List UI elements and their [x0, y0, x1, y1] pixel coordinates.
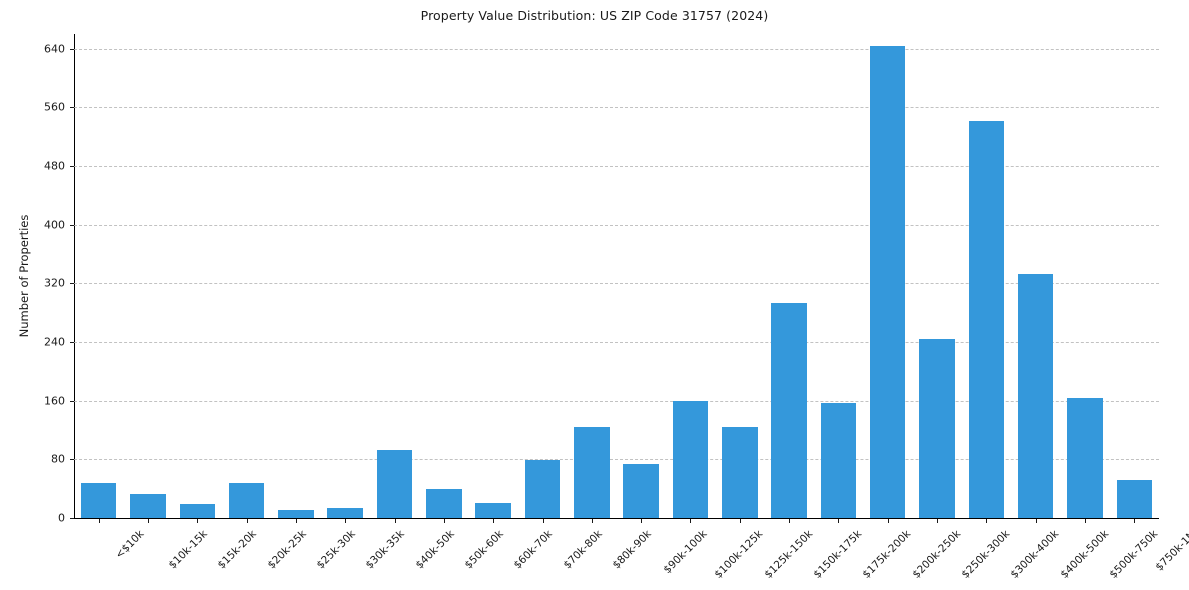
x-tick-mark [690, 519, 692, 523]
bar[interactable] [278, 509, 314, 518]
plot-area: 0 80 160 240 320 400 480 560 640 [44, 34, 1159, 525]
y-tick-label: 560 [44, 100, 65, 114]
bar[interactable] [771, 303, 807, 518]
x-tick-mark [739, 519, 741, 523]
bar[interactable] [80, 482, 117, 518]
x-axis-line [74, 518, 1159, 519]
x-tick-label: <$10k [112, 528, 147, 562]
bar[interactable] [919, 339, 955, 518]
y-axis-label-holder: Number of Properties [17, 0, 31, 590]
x-tick-mark [246, 519, 248, 523]
x-tick-label: $250k-300k [959, 528, 1013, 581]
bar[interactable] [869, 46, 906, 518]
y-tick-label: 480 [44, 159, 65, 173]
x-tick-label: $50k-60k [462, 528, 506, 572]
grid-line [74, 459, 1159, 461]
x-tick-mark [1035, 519, 1037, 523]
grid-line [74, 283, 1159, 285]
bar[interactable] [623, 464, 659, 518]
bar[interactable] [968, 121, 1005, 518]
x-tick-label: $30k-35k [363, 528, 408, 572]
bar[interactable] [327, 507, 363, 518]
x-tick-mark [591, 519, 593, 523]
bar[interactable] [574, 427, 610, 518]
x-tick-mark [1085, 519, 1087, 523]
bar[interactable] [722, 427, 758, 518]
grid-line [74, 400, 1159, 402]
bar[interactable] [820, 402, 857, 518]
x-tick-label: $300k-400k [1008, 528, 1062, 581]
bar[interactable] [1116, 479, 1153, 518]
x-tick-label: $40k-50k [413, 528, 457, 572]
grid-line [74, 224, 1159, 226]
bar[interactable] [524, 460, 561, 518]
bar[interactable] [376, 449, 413, 518]
bar[interactable] [130, 493, 166, 518]
bar[interactable] [228, 482, 265, 518]
grid-line [74, 48, 1159, 50]
x-tick-label: $400k-500k [1058, 528, 1111, 581]
x-tick-mark [838, 519, 840, 523]
bar[interactable] [179, 504, 216, 518]
y-tick-label: 400 [44, 218, 65, 232]
x-tick-label: $25k-30k [314, 528, 358, 572]
x-tick-mark [98, 519, 100, 523]
x-tick-label: $150k-175k [811, 528, 865, 581]
x-tick-mark [1134, 519, 1136, 523]
grid-line [74, 342, 1159, 343]
x-tick-mark [789, 519, 791, 523]
x-tick-mark [937, 519, 939, 523]
x-tick-mark [542, 519, 544, 523]
x-tick-mark [493, 519, 495, 523]
bar[interactable] [426, 488, 462, 518]
x-axis-ticks: <$10k $10k-15k $15k-20k $20k-25k $25k-30k $30… [74, 519, 1189, 590]
y-tick-mark [70, 342, 74, 343]
y-tick-mark [70, 283, 74, 285]
y-tick-label: 80 [51, 452, 65, 466]
y-tick-mark [70, 518, 74, 519]
y-tick-mark [70, 459, 74, 461]
x-tick-label: $500k-750k [1107, 528, 1161, 581]
x-tick-label: $175k-200k [860, 528, 914, 581]
bar[interactable] [1017, 273, 1054, 518]
y-tick-mark [70, 48, 74, 50]
x-tick-mark [394, 519, 396, 523]
x-tick-label: $15k-20k [215, 528, 260, 572]
x-tick-label: $20k-25k [265, 528, 309, 572]
grid-line [74, 166, 1159, 167]
x-tick-label: $60k-70k [511, 528, 556, 572]
y-tick-label: 160 [44, 394, 65, 408]
bar[interactable] [672, 401, 709, 518]
y-tick-mark [70, 400, 74, 402]
bar[interactable] [1067, 398, 1103, 518]
x-tick-label: $100k-125k [712, 528, 766, 581]
y-tick-label: 320 [44, 276, 65, 290]
y-tick-mark [70, 166, 74, 167]
x-tick-mark [295, 519, 297, 523]
x-tick-mark [197, 519, 199, 523]
y-tick-mark [70, 107, 74, 109]
x-tick-label: $125k-150k [762, 528, 815, 581]
y-axis-line [74, 34, 75, 518]
y-tick-label: 240 [44, 335, 65, 349]
x-tick-label: $80k-90k [610, 528, 654, 572]
y-tick-label: 0 [58, 511, 65, 525]
x-tick-mark [345, 519, 347, 523]
x-tick-mark [443, 519, 445, 523]
y-axis-label: Number of Properties [17, 214, 31, 338]
chart-title: Property Value Distribution: US ZIP Code… [420, 8, 769, 23]
x-tick-mark [641, 519, 643, 523]
x-tick-label: $70k-80k [560, 528, 605, 572]
x-tick-mark [986, 519, 988, 523]
x-tick-label: $90k-100k [661, 528, 710, 577]
grid-line [74, 107, 1159, 109]
x-tick-label: $200k-250k [910, 528, 963, 581]
x-tick-mark [887, 519, 889, 523]
y-tick-label: 640 [44, 42, 65, 56]
x-tick-mark [147, 519, 149, 523]
y-tick-mark [70, 224, 74, 226]
x-tick-label: $10k-15k [166, 528, 210, 572]
bar[interactable] [475, 503, 511, 518]
